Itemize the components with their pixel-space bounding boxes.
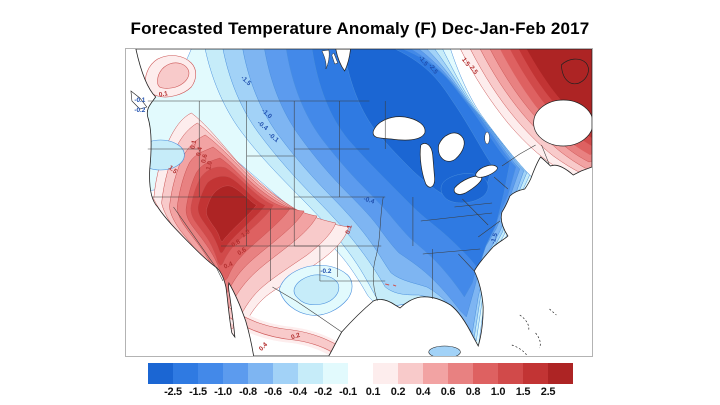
vancouver-island: [130, 90, 148, 110]
colorbar-tick-label: 2.5: [540, 386, 556, 398]
colorbar-tick-label: 0.6: [440, 386, 456, 398]
contour-label: -1.5: [490, 232, 500, 245]
lake-michigan: [419, 143, 436, 188]
colorbar-segment: [148, 363, 173, 384]
bahamas-dashed-outlines: [511, 308, 557, 356]
cuba-cool-patch: [428, 345, 461, 356]
contour-label: 1.0: [205, 160, 214, 171]
contour-label: 0.6: [200, 153, 209, 164]
colorbar-segment: [448, 363, 473, 384]
contour-label: -0.2: [320, 268, 331, 275]
colorbar-tick-label: -0.2: [314, 386, 332, 398]
contour-label: 0.1: [345, 224, 354, 235]
contour-label: 0.1: [189, 139, 198, 150]
colorbar-tick-label: -0.8: [239, 386, 257, 398]
contour-label: 0.4: [223, 260, 234, 270]
colorbar-segment: [398, 363, 423, 384]
colorbar: -2.5 -1.5 -1.0 -0.8 -0.6 -0.4 -0.2 -0.1 0.1 0.2 0.…: [148, 363, 573, 403]
contour-label: 0.4: [258, 341, 270, 353]
colorbar-segment: [198, 363, 223, 384]
chart-title: Forecasted Temperature Anomaly (F) Dec-J…: [130, 19, 590, 38]
pacific-coast-cool-pocket: [136, 139, 185, 171]
contour-label: -0.4: [363, 195, 376, 205]
lake-superior: [372, 116, 426, 141]
delta-warm-specks: [385, 283, 397, 287]
colorbar-tick-label: -0.4: [289, 386, 307, 398]
colorbar-gradient: [148, 363, 573, 384]
lake-winnipeg: [321, 49, 330, 70]
state-borders: [147, 100, 550, 333]
colorbar-tick-label: -2.5: [164, 386, 182, 398]
colorbar-segment: [323, 363, 348, 384]
coastlines-and-borders: [130, 49, 592, 356]
colorbar-tick-label: 1.0: [490, 386, 506, 398]
colorbar-segment: [373, 363, 398, 384]
colorbar-segment: [348, 363, 373, 384]
colorbar-tick-labels: -2.5 -1.5 -1.0 -0.8 -0.6 -0.4 -0.2 -0.1 0.1 0.2 0.…: [148, 384, 573, 401]
lake-erie: [453, 175, 483, 195]
colorbar-tick-label: -0.6: [264, 386, 282, 398]
colorbar-segment: [173, 363, 198, 384]
colorbar-tick-label: -1.0: [214, 386, 232, 398]
southwest-warm-bands: [153, 112, 349, 344]
texas-cool-pocket: [279, 264, 353, 316]
colorbar-segment: [248, 363, 273, 384]
james-bay: [335, 49, 351, 72]
contour-label: 0.6: [236, 246, 248, 257]
colorbar-segment: [498, 363, 523, 384]
colorbar-tick-label: 1.5: [515, 386, 531, 398]
lake-manitoba: [331, 52, 339, 65]
map-canvas: -0.1 -0.2 0.1 0.4 0.6 1.0 1.5 -1.5 -1.0 …: [125, 48, 593, 357]
bc-warm-pocket: [145, 55, 197, 98]
contour-label: 2.5: [468, 64, 479, 76]
colorbar-tick-label: 0.4: [415, 386, 431, 398]
gulf-of-st-lawrence: [533, 99, 592, 147]
contour-label: 0.8: [230, 238, 242, 249]
cold-anomaly-bands: [137, 49, 532, 349]
contour-label: -0.2: [134, 107, 145, 114]
newfoundland: [560, 58, 589, 85]
anomaly-contour-map: -0.1 -0.2 0.1 0.4 0.6 1.0 1.5 -1.5 -1.0 …: [130, 49, 592, 356]
colorbar-tick-label: 0.2: [390, 386, 406, 398]
colorbar-tick-label: -1.5: [189, 386, 207, 398]
lake-champlain: [484, 131, 490, 145]
contour-label: 0.2: [290, 332, 301, 342]
lake-huron: [438, 132, 465, 162]
colorbar-segment: [298, 363, 323, 384]
contour-label: -0.1: [134, 97, 145, 104]
contour-label: 0.1: [158, 90, 168, 99]
colorbar-segment: [523, 363, 548, 384]
colorbar-segment: [473, 363, 498, 384]
contour-label: 1.0: [240, 228, 252, 239]
contour-label: 1.5: [460, 56, 471, 68]
contour-label: 1.5: [167, 164, 179, 175]
colorbar-tick-label: 0.8: [465, 386, 481, 398]
water-bodies: [321, 49, 592, 195]
colorbar-segment: [273, 363, 298, 384]
contour-label: 0.4: [195, 146, 204, 157]
colorbar-segment: [548, 363, 573, 384]
colorbar-tick-label: 0.1: [365, 386, 381, 398]
colorbar-segment: [423, 363, 448, 384]
lake-ontario: [475, 164, 498, 178]
colorbar-tick-label: -0.1: [339, 386, 357, 398]
colorbar-segment: [223, 363, 248, 384]
